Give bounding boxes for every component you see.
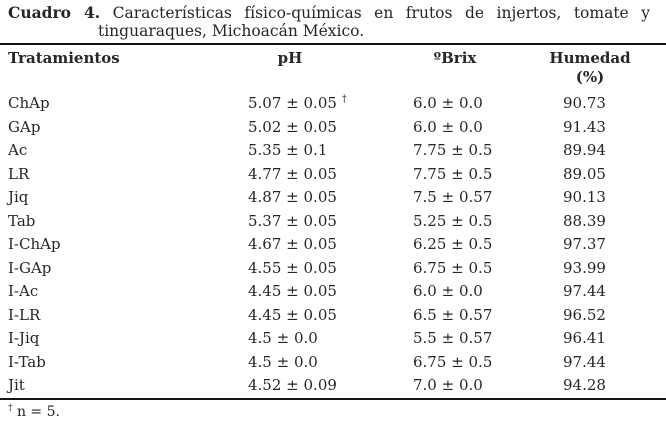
caption-text-line2: tinguaraques, Michoacán México. bbox=[98, 22, 365, 40]
cell-brix: 6.75 ± 0.5 bbox=[413, 352, 493, 371]
cell-tratamiento: Tab bbox=[8, 211, 36, 230]
cell-ph: 4.5 ± 0.0 bbox=[248, 352, 318, 371]
cell-brix: 6.5 ± 0.57 bbox=[413, 305, 493, 324]
table-row: I-ChAp 4.67 ± 0.05 6.25 ± 0.5 97.37 bbox=[0, 233, 666, 257]
table-row: I-GAp 4.55 ± 0.05 6.75 ± 0.5 93.99 bbox=[0, 257, 666, 281]
table-row: ChAp 5.07 ± 0.05 † 6.0 ± 0.0 90.73 bbox=[0, 92, 666, 116]
cell-brix: 6.25 ± 0.5 bbox=[413, 235, 493, 253]
cell-brix: 6.75 ± 0.5 bbox=[413, 258, 493, 277]
table-row: LR 4.77 ± 0.05 7.75 ± 0.5 89.05 bbox=[0, 163, 666, 187]
table-row: I-LR 4.45 ± 0.05 6.5 ± 0.57 96.52 bbox=[0, 304, 666, 328]
cell-humedad: 90.73 bbox=[563, 94, 606, 112]
cell-tratamiento: Jit bbox=[8, 376, 25, 394]
cell-ph: 4.55 ± 0.05 bbox=[248, 258, 337, 277]
cell-tratamiento: I-Tab bbox=[8, 352, 46, 371]
cell-humedad: 97.44 bbox=[563, 352, 606, 371]
dagger-icon: † bbox=[341, 94, 347, 105]
table-row: I-Tab 4.5 ± 0.0 6.75 ± 0.5 97.44 bbox=[0, 351, 666, 375]
cell-humedad: 96.52 bbox=[563, 305, 606, 324]
col-header-humedad: Humedad (%) bbox=[549, 45, 666, 92]
table-row: Ac 5.35 ± 0.1 7.75 ± 0.5 89.94 bbox=[0, 139, 666, 163]
cell-humedad: 89.05 bbox=[563, 164, 606, 183]
cell-brix: 5.5 ± 0.57 bbox=[413, 329, 493, 347]
table-row: GAp 5.02 ± 0.05 6.0 ± 0.0 91.43 bbox=[0, 116, 666, 140]
dagger-icon: † bbox=[8, 402, 13, 413]
cell-humedad: 91.43 bbox=[563, 117, 606, 136]
cell-brix: 5.25 ± 0.5 bbox=[413, 211, 493, 230]
cell-brix: 7.75 ± 0.5 bbox=[413, 141, 493, 159]
cell-tratamiento: Ac bbox=[8, 141, 28, 159]
table-caption: Cuadro 4. Características físico-química… bbox=[0, 0, 666, 41]
header-row: Tratamientos pH ºBrix Humedad (%) bbox=[0, 45, 666, 92]
cell-brix: 6.0 ± 0.0 bbox=[413, 117, 483, 136]
cell-ph: 5.02 ± 0.05 bbox=[248, 117, 337, 136]
caption-label: Cuadro 4. bbox=[8, 3, 101, 22]
cell-humedad: 97.37 bbox=[563, 235, 606, 253]
cell-tratamiento: I-Ac bbox=[8, 282, 39, 300]
footnote-text: n = 5. bbox=[16, 403, 60, 420]
cell-tratamiento: Jiq bbox=[8, 188, 29, 206]
col-header-brix: ºBrix bbox=[433, 49, 477, 67]
cell-brix: 6.0 ± 0.0 bbox=[413, 282, 483, 300]
table-row: Jit 4.52 ± 0.09 7.0 ± 0.0 94.28 bbox=[0, 374, 666, 398]
cell-tratamiento: I-ChAp bbox=[8, 235, 61, 253]
cell-ph: 5.35 ± 0.1 bbox=[248, 141, 328, 159]
cell-ph: 5.07 ± 0.05 † bbox=[248, 94, 347, 112]
data-table: Tratamientos pH ºBrix Humedad (%) ChAp 5.… bbox=[0, 45, 666, 398]
cell-tratamiento: ChAp bbox=[8, 94, 50, 112]
cell-tratamiento: I-LR bbox=[8, 305, 41, 324]
cell-humedad: 93.99 bbox=[563, 258, 606, 277]
cell-humedad: 90.13 bbox=[563, 188, 606, 206]
table-row: I-Ac 4.45 ± 0.05 6.0 ± 0.0 97.44 bbox=[0, 280, 666, 304]
table-row: I-Jiq 4.5 ± 0.0 5.5 ± 0.57 96.41 bbox=[0, 327, 666, 351]
cell-brix: 7.0 ± 0.0 bbox=[413, 376, 483, 394]
cell-tratamiento: I-GAp bbox=[8, 258, 52, 277]
col-header-humedad-label: Humedad bbox=[549, 49, 631, 67]
cell-tratamiento: LR bbox=[8, 164, 30, 183]
cell-ph: 4.45 ± 0.05 bbox=[248, 305, 337, 324]
cell-ph: 4.52 ± 0.09 bbox=[248, 376, 337, 394]
footnote: † n = 5. bbox=[0, 400, 666, 421]
cell-ph: 4.67 ± 0.05 bbox=[248, 235, 337, 253]
cell-ph: 5.37 ± 0.05 bbox=[248, 211, 337, 230]
col-header-humedad-unit: (%) bbox=[575, 68, 605, 86]
bottom-rule bbox=[0, 397, 666, 400]
caption-line-1: Cuadro 4. Características físico-química… bbox=[8, 3, 650, 23]
cell-brix: 7.75 ± 0.5 bbox=[413, 164, 493, 183]
table-row: Tab 5.37 ± 0.05 5.25 ± 0.5 88.39 bbox=[0, 210, 666, 234]
cell-humedad: 94.28 bbox=[563, 376, 606, 394]
cell-ph: 4.77 ± 0.05 bbox=[248, 164, 337, 183]
cell-humedad: 88.39 bbox=[563, 211, 606, 230]
table-body: ChAp 5.07 ± 0.05 † 6.0 ± 0.0 90.73 GAp 5.02 ±… bbox=[0, 92, 666, 398]
top-rule bbox=[0, 43, 666, 45]
col-header-ph: pH bbox=[277, 49, 303, 67]
cell-humedad: 97.44 bbox=[563, 282, 606, 300]
cell-tratamiento: I-Jiq bbox=[8, 329, 40, 347]
cell-ph: 4.45 ± 0.05 bbox=[248, 282, 337, 300]
cell-tratamiento: GAp bbox=[8, 117, 41, 136]
caption-text-line1: Características físico-químicas en fruto… bbox=[112, 4, 650, 22]
cell-humedad: 89.94 bbox=[563, 141, 606, 159]
table-row: Jiq 4.87 ± 0.05 7.5 ± 0.57 90.13 bbox=[0, 186, 666, 210]
cell-humedad: 96.41 bbox=[563, 329, 606, 347]
cell-ph: 4.5 ± 0.0 bbox=[248, 329, 318, 347]
cell-brix: 7.5 ± 0.57 bbox=[413, 188, 493, 206]
cell-brix: 6.0 ± 0.0 bbox=[413, 94, 483, 112]
col-header-tratamientos: Tratamientos bbox=[8, 49, 120, 67]
cell-ph: 4.87 ± 0.05 bbox=[248, 188, 337, 206]
